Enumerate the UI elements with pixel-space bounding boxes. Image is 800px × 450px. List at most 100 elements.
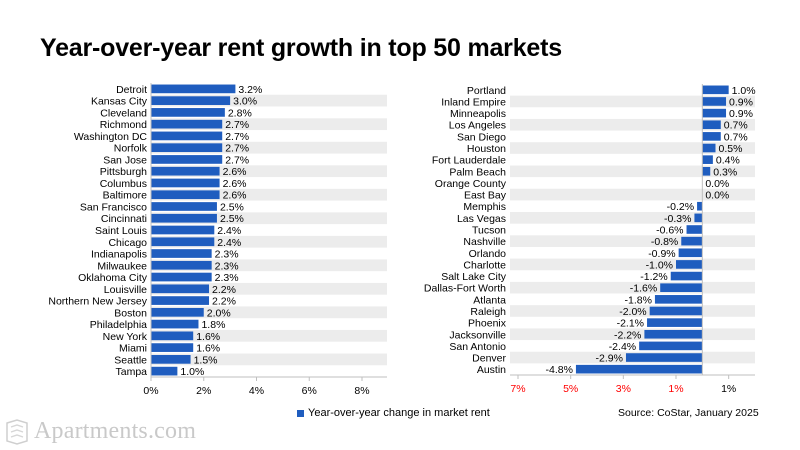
legend-label: Year-over-year change in market rent xyxy=(308,407,490,419)
category-label: Miami xyxy=(119,343,147,355)
category-label: Tucson xyxy=(472,225,506,237)
category-label: Washington DC xyxy=(74,131,148,143)
category-label: Inland Empire xyxy=(441,96,506,108)
data-label: 2.7% xyxy=(225,143,249,155)
brand-name: Apartments.com xyxy=(34,418,197,444)
row-band xyxy=(151,165,387,178)
row-band xyxy=(510,328,755,341)
data-label: 0.9% xyxy=(729,108,753,120)
bar xyxy=(151,202,217,211)
bar xyxy=(660,283,703,293)
data-label: 2.2% xyxy=(212,284,236,296)
x-tick-label: 8% xyxy=(354,385,369,397)
x-tick-label: 6% xyxy=(302,385,317,397)
row-band xyxy=(510,235,755,247)
bar xyxy=(702,132,721,141)
bar xyxy=(639,341,703,351)
data-label: 2.3% xyxy=(215,272,239,284)
data-label: -2.2% xyxy=(614,329,641,341)
category-label: Oklahoma City xyxy=(78,272,148,284)
bar xyxy=(654,295,703,304)
category-label: Atlanta xyxy=(473,294,506,306)
category-label: Fort Lauderdale xyxy=(432,155,506,167)
data-label: -1.2% xyxy=(640,271,667,283)
bar xyxy=(694,213,703,223)
bar xyxy=(151,166,220,176)
bar xyxy=(151,131,223,141)
x-tick-label: 5% xyxy=(563,383,578,395)
data-label: 3.0% xyxy=(233,96,257,108)
category-label: Orlando xyxy=(469,248,507,260)
row-band xyxy=(510,281,755,294)
data-label: 2.8% xyxy=(228,107,252,119)
category-label: Phoenix xyxy=(468,318,507,330)
category-label: Richmond xyxy=(100,119,147,131)
data-label: 3.2% xyxy=(238,84,262,96)
row-band xyxy=(510,305,755,317)
row-band xyxy=(151,212,387,225)
category-label: Portland xyxy=(467,85,506,97)
category-label: Dallas-Fort Worth xyxy=(424,283,506,295)
data-label: 1.6% xyxy=(196,343,220,355)
data-label: -0.8% xyxy=(651,236,678,248)
bar xyxy=(151,190,220,200)
brand-logo: Apartments.com xyxy=(4,418,196,445)
category-label: Cincinnati xyxy=(101,213,147,225)
bar xyxy=(644,329,703,339)
category-label: Kansas City xyxy=(91,96,148,108)
bar xyxy=(649,306,703,316)
bar xyxy=(151,225,215,235)
category-label: Seattle xyxy=(114,354,147,366)
row-band xyxy=(151,235,387,248)
category-label: Baltimore xyxy=(103,190,148,202)
row-band xyxy=(510,212,755,224)
category-label: Columbus xyxy=(100,178,147,190)
x-tick-label: 1% xyxy=(721,383,736,395)
data-label: -2.0% xyxy=(619,306,646,318)
row-band xyxy=(151,118,387,131)
bar xyxy=(702,155,713,164)
bar xyxy=(702,97,727,106)
category-label: Pittsburgh xyxy=(100,166,147,178)
row-band xyxy=(151,259,387,272)
bar xyxy=(702,108,727,118)
bar xyxy=(151,143,223,153)
data-label: -0.9% xyxy=(648,248,675,260)
row-band xyxy=(151,306,387,319)
x-tick-label: 1% xyxy=(668,383,683,395)
row-band xyxy=(151,353,387,366)
category-label: Raleigh xyxy=(470,306,506,318)
bar xyxy=(647,318,703,327)
bar xyxy=(678,248,703,258)
category-label: Cleveland xyxy=(100,107,147,119)
category-label: Palm Beach xyxy=(449,166,506,178)
category-label: San Francisco xyxy=(80,201,147,213)
bar xyxy=(151,260,212,270)
x-tick-label: 4% xyxy=(249,385,264,397)
data-label: 2.4% xyxy=(217,237,241,249)
data-label: 2.3% xyxy=(215,249,239,261)
bar xyxy=(702,85,729,95)
category-label: Orange County xyxy=(435,178,507,190)
bar xyxy=(702,120,721,130)
category-label: Houston xyxy=(467,143,506,155)
row-band xyxy=(510,165,755,178)
category-label: Philadelphia xyxy=(90,319,147,331)
apartments-logo-icon xyxy=(6,418,28,445)
data-label: 0.9% xyxy=(729,96,753,108)
category-label: Northern New Jersey xyxy=(48,296,147,308)
data-label: 2.6% xyxy=(223,190,247,202)
row-band xyxy=(510,95,755,108)
source-note: Source: CoStar, January 2025 xyxy=(618,407,759,419)
bar xyxy=(151,284,210,294)
category-label: Jacksonville xyxy=(449,329,506,341)
data-label: 0.3% xyxy=(713,166,737,178)
category-label: Nashville xyxy=(463,236,506,248)
data-label: 2.7% xyxy=(225,131,249,143)
bar xyxy=(151,296,210,305)
category-label: Chicago xyxy=(108,237,147,249)
bar xyxy=(151,355,191,364)
category-label: Tampa xyxy=(115,366,147,378)
bar xyxy=(575,364,703,374)
